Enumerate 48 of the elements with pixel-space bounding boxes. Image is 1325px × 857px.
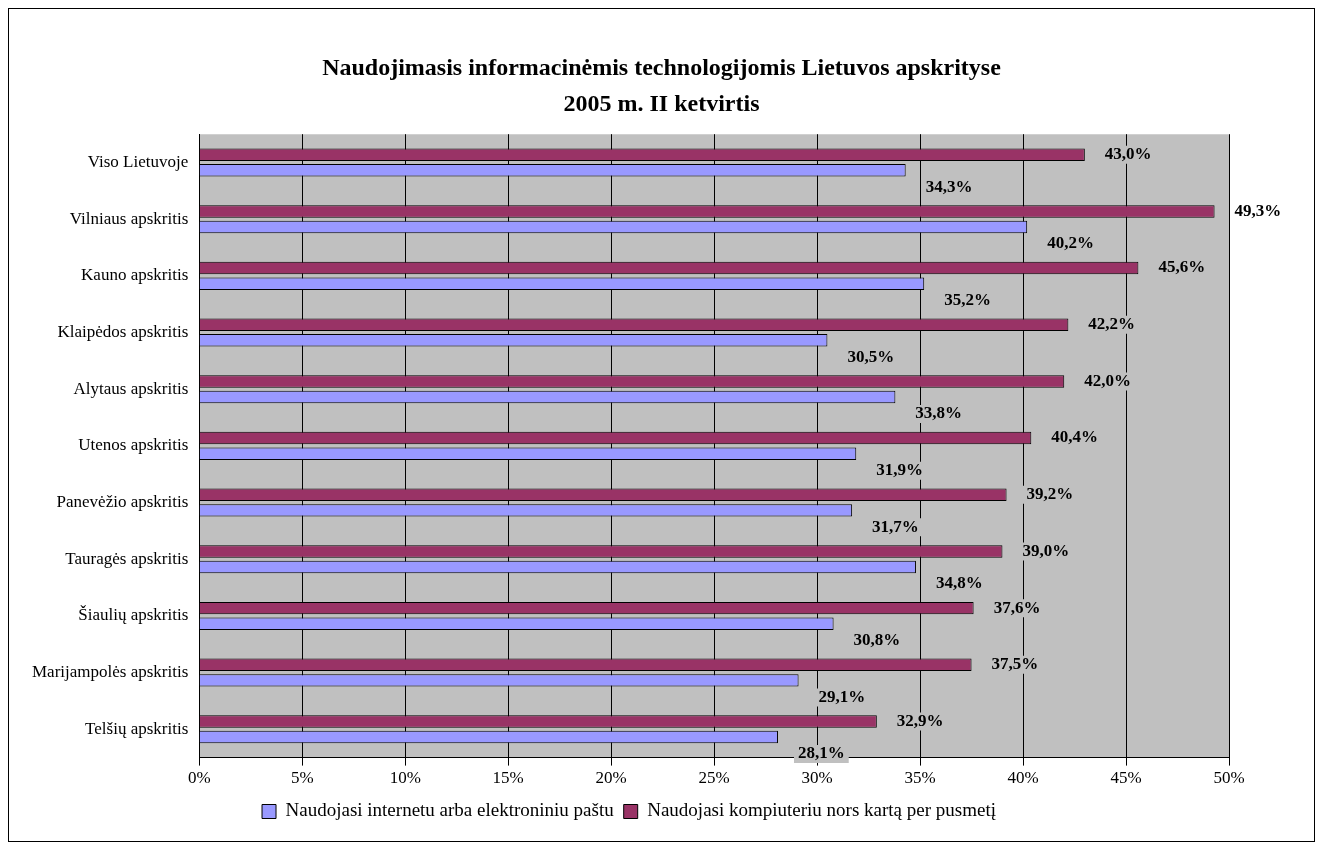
data-label: 39,2% bbox=[1026, 484, 1074, 504]
x-tick-label: 35% bbox=[904, 768, 936, 788]
x-tick-label: 10% bbox=[389, 768, 421, 788]
x-tick-label: 20% bbox=[595, 768, 627, 788]
data-label: 30,5% bbox=[847, 346, 895, 366]
y-tick-label: Utenos apskritis bbox=[78, 435, 189, 455]
data-label: 40,2% bbox=[1047, 233, 1094, 253]
data-label: 32,9% bbox=[896, 710, 944, 730]
data-label: 31,9% bbox=[876, 460, 923, 480]
x-tick-label: 5% bbox=[290, 768, 314, 788]
data-label: 35,2% bbox=[944, 290, 991, 310]
data-label: 42,0% bbox=[1084, 370, 1131, 390]
data-label: 45,6% bbox=[1158, 257, 1206, 277]
chart-title: Naudojimasis informacinėmis technologijomis Lietuvos apskrityse bbox=[321, 53, 1002, 82]
y-tick-label: Kauno apskritis bbox=[81, 265, 189, 285]
x-tick-label: 50% bbox=[1213, 768, 1245, 788]
y-tick-label: Šiaulių apskritis bbox=[78, 605, 189, 625]
data-label: 43,0% bbox=[1104, 144, 1152, 164]
y-tick-label: Viso Lietuvoje bbox=[87, 152, 189, 172]
y-tick-label: Vilniaus apskritis bbox=[69, 208, 189, 228]
chart-subtitle: 2005 m. II ketvirtis bbox=[562, 89, 761, 118]
y-tick-label: Telšių apskritis bbox=[85, 718, 189, 738]
data-label: 42,2% bbox=[1088, 314, 1136, 334]
data-label: 30,8% bbox=[853, 630, 901, 650]
legend-label: Naudojasi kompiuteriu nors kartą per pusmetį bbox=[647, 799, 996, 821]
y-tick-label: Klaipėdos apskritis bbox=[57, 322, 189, 342]
x-tick-label: 40% bbox=[1007, 768, 1039, 788]
data-label: 28,1% bbox=[797, 743, 845, 763]
x-tick-label: 25% bbox=[698, 768, 730, 788]
y-tick-label: Tauragės apskritis bbox=[65, 548, 189, 568]
y-tick-label: Alytaus apskritis bbox=[73, 378, 189, 398]
y-tick-label: Panevėžio apskritis bbox=[56, 492, 189, 512]
legend-label: Naudojasi internetu arba elektroniniu paštu bbox=[285, 799, 615, 821]
data-label: 37,6% bbox=[993, 597, 1041, 617]
x-tick-label: 0% bbox=[187, 768, 211, 788]
data-label: 40,4% bbox=[1051, 427, 1099, 447]
data-label: 33,8% bbox=[915, 403, 963, 423]
data-label: 34,8% bbox=[935, 573, 983, 593]
data-label: 31,7% bbox=[872, 516, 919, 536]
data-label: 34,3% bbox=[925, 176, 973, 196]
data-label: 49,3% bbox=[1234, 200, 1282, 220]
data-label: 39,0% bbox=[1022, 540, 1070, 560]
y-tick-label: Marijampolės apskritis bbox=[32, 662, 189, 682]
x-tick-label: 30% bbox=[801, 768, 833, 788]
data-label: 29,1% bbox=[818, 686, 866, 706]
x-tick-label: 15% bbox=[492, 768, 524, 788]
data-label: 37,5% bbox=[991, 654, 1039, 674]
x-tick-label: 45% bbox=[1110, 768, 1142, 788]
